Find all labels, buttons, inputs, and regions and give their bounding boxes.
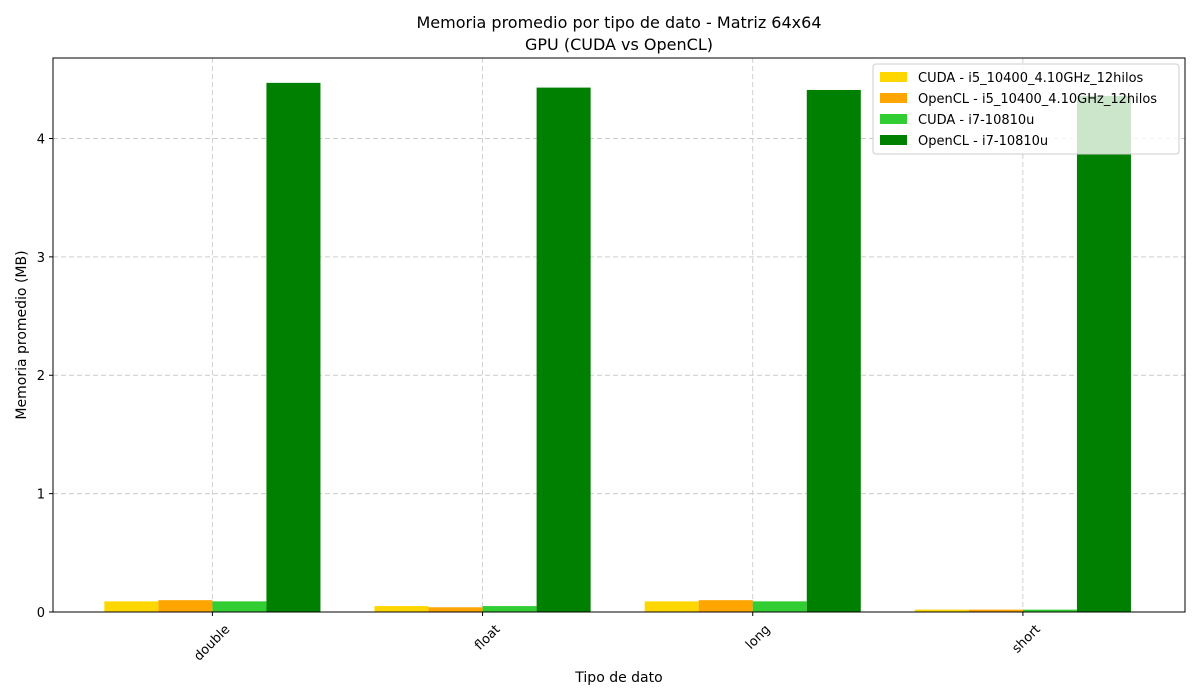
legend-box — [872, 63, 1180, 155]
bars — [104, 82, 1131, 613]
bar — [1022, 609, 1077, 612]
legend-label: OpenCL - i5_10400_4.10GHz_12hilos — [918, 92, 1157, 107]
bar — [1076, 95, 1131, 612]
bar — [806, 89, 861, 612]
bar — [644, 601, 699, 612]
y-tick-label: 1 — [37, 488, 45, 503]
legend-label: OpenCL - i7-10810u — [918, 134, 1048, 149]
bar — [968, 609, 1023, 612]
y-tick-label: 0 — [37, 606, 45, 621]
x-tick-label: long — [743, 622, 773, 652]
x-tick-label: float — [472, 622, 503, 653]
legend-swatch — [880, 93, 907, 103]
legend-swatch — [880, 114, 907, 124]
x-tick-label: short — [1009, 622, 1043, 656]
x-axis: double float long short — [191, 612, 1044, 664]
plot-frame — [52, 57, 1186, 613]
bar — [266, 82, 321, 613]
bar — [428, 607, 483, 612]
x-axis-label: Tipo de dato — [574, 670, 662, 686]
legend: CUDA - i5_10400_4.10GHz_12hilos OpenCL - … — [872, 63, 1180, 155]
legend-swatch — [880, 72, 907, 82]
y-tick-label: 3 — [37, 251, 45, 266]
bar — [536, 87, 591, 613]
chart-subtitle: GPU (CUDA vs OpenCL) — [525, 35, 713, 54]
y-tick-label: 4 — [37, 132, 45, 147]
bar — [698, 600, 753, 612]
bar — [752, 601, 807, 612]
y-tick-label: 2 — [37, 369, 45, 384]
legend-label: CUDA - i5_10400_4.10GHz_12hilos — [918, 71, 1144, 86]
y-axis-label: Memoria promedio (MB) — [14, 250, 30, 419]
chart-title: Memoria promedio por tipo de dato - Matr… — [416, 13, 821, 32]
bar — [212, 601, 267, 612]
legend-swatch — [880, 135, 907, 145]
x-tick-label: double — [191, 622, 233, 664]
bar — [374, 606, 429, 612]
grid — [53, 58, 1185, 612]
bar — [914, 609, 969, 612]
bar — [482, 606, 537, 612]
bar — [158, 600, 213, 612]
y-axis: 0 1 2 3 4 — [37, 132, 53, 621]
bar — [104, 601, 159, 612]
legend-label: CUDA - i7-10810u — [918, 113, 1034, 128]
